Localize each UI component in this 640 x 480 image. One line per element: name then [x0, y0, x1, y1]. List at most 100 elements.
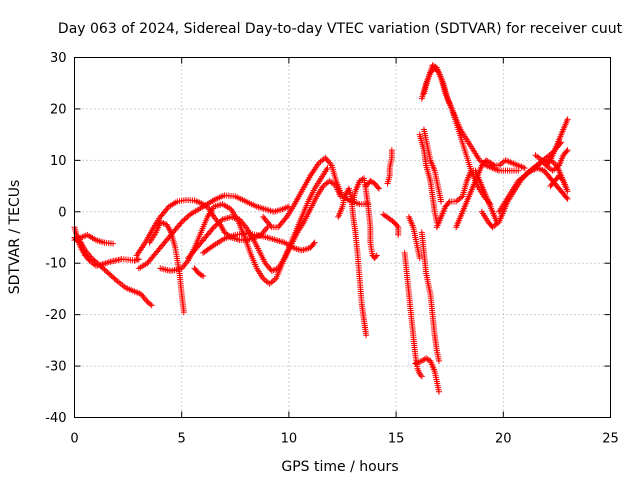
data-point [185, 212, 192, 219]
data-point [435, 357, 442, 364]
data-point [490, 161, 497, 168]
data-point [209, 225, 216, 232]
data-point [282, 215, 289, 222]
data-point [132, 257, 139, 264]
series-sat-j [200, 230, 318, 256]
data-point [438, 198, 445, 205]
data-point [435, 388, 442, 395]
data-point [102, 267, 109, 274]
data-point [180, 309, 187, 316]
data-point [135, 256, 142, 263]
data-point [198, 272, 205, 279]
data-point [310, 240, 317, 247]
data-point [363, 332, 370, 339]
data-point [564, 147, 571, 154]
data-point [108, 273, 115, 280]
y-axis-label: SDTVAR / TECUs [7, 180, 23, 295]
data-point [373, 252, 380, 259]
series-sat-h [191, 265, 207, 280]
series-sat-m [350, 175, 380, 262]
y-tick-label: 0 [58, 205, 66, 220]
series-sat-ae [543, 116, 571, 169]
y-tick-label: -40 [45, 411, 66, 426]
data-point [324, 165, 331, 172]
series-sat-n [363, 177, 382, 192]
data-point [112, 276, 119, 283]
data-point [218, 217, 225, 224]
data-point [101, 266, 108, 273]
data-point [564, 188, 571, 195]
data-point [181, 216, 188, 223]
data-point [215, 220, 222, 227]
data-point [110, 240, 117, 247]
data-point [417, 372, 424, 379]
data-point [184, 213, 191, 220]
data-point [311, 239, 318, 246]
data-point [267, 222, 274, 229]
data-point [131, 257, 138, 264]
x-tick-label: 5 [178, 432, 186, 447]
axis-ticks: -40 -30 -20 -10 0 10 20 30 0 5 10 15 20 25 [45, 51, 619, 447]
series-sat-o [384, 147, 395, 187]
data-point [418, 373, 425, 380]
data-point [375, 185, 382, 192]
data-point [372, 253, 379, 260]
data-point [213, 221, 220, 228]
series-sat-r [405, 213, 423, 262]
series-sat-v [420, 126, 445, 205]
data-point [182, 215, 189, 222]
x-tick-label: 25 [602, 432, 619, 447]
series-sat-af [547, 172, 571, 195]
data-point [105, 270, 112, 277]
y-tick-label: -30 [45, 360, 66, 375]
data-point [134, 256, 141, 263]
data-point [394, 222, 401, 229]
data-point [564, 116, 571, 123]
data-point [177, 220, 184, 227]
series-sat-t [416, 131, 440, 226]
series-sat-u [418, 229, 442, 364]
data-point [210, 224, 217, 231]
series-sat-z [453, 157, 528, 231]
series-sat-ad [532, 147, 571, 174]
data-point [147, 301, 154, 308]
data-point [563, 194, 570, 201]
x-tick-label: 10 [281, 432, 298, 447]
series-sat-c [71, 231, 117, 247]
data-point [395, 231, 402, 238]
data-point [445, 199, 452, 206]
data-point [563, 148, 570, 155]
data-point [546, 158, 553, 165]
series-sat-f [135, 192, 292, 272]
data-point [515, 167, 522, 174]
data-point [521, 165, 528, 172]
y-tick-label: 10 [50, 154, 67, 169]
x-tick-label: 0 [70, 432, 78, 447]
data-point [374, 184, 381, 191]
data-point [107, 271, 114, 278]
data-point [416, 255, 423, 262]
plot-frame [74, 57, 611, 418]
y-tick-label: -10 [45, 257, 66, 272]
x-tick-label: 20 [495, 432, 512, 447]
data-point [564, 195, 571, 202]
data-point [104, 269, 111, 276]
series-sat-q [401, 249, 425, 380]
data-point [110, 274, 117, 281]
data-point [388, 147, 395, 154]
x-tick-label: 15 [388, 432, 405, 447]
y-tick-label: 20 [50, 102, 67, 117]
data-point [212, 222, 219, 229]
series-sat-ac [521, 165, 571, 202]
data-point [85, 256, 92, 263]
series-sat-l [335, 185, 370, 339]
data-point [178, 219, 185, 226]
y-tick-label: 30 [50, 51, 67, 66]
data-point [180, 217, 187, 224]
series-sat-k [260, 154, 372, 231]
data-point [200, 273, 207, 280]
data-point [100, 265, 107, 272]
series-sat-p [380, 211, 402, 238]
chart-title: Day 063 of 2024, Sidereal Day-to-day VTE… [58, 21, 623, 37]
